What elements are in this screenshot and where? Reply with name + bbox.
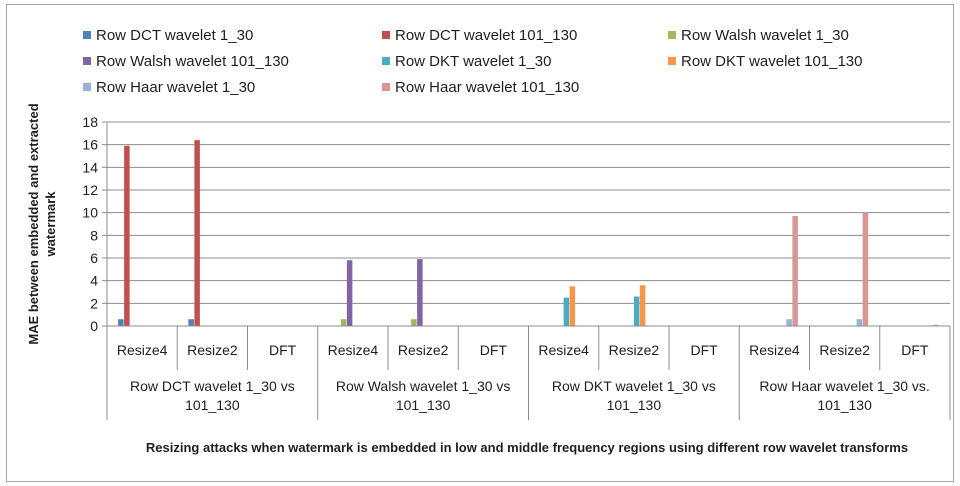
legend-label: Row Haar wavelet 1_30	[96, 79, 255, 96]
legend-label: Row DKT wavelet 1_30	[395, 53, 551, 70]
y-tick-label: 8	[90, 227, 98, 243]
x-tick-label: Resize2	[819, 342, 870, 358]
legend-label: Row Walsh wavelet 101_130	[96, 53, 289, 70]
x-tick-label: DFT	[480, 342, 508, 358]
bar	[411, 319, 417, 326]
y-tick-label: 4	[90, 273, 98, 289]
y-tick-label: 0	[90, 318, 98, 334]
bar	[792, 216, 798, 326]
bar	[417, 259, 423, 326]
y-tick-label: 2	[90, 295, 98, 311]
bar	[862, 212, 869, 326]
y-tick-label: 14	[82, 159, 98, 175]
x-tick-label: DFT	[691, 342, 719, 358]
x-tick-label: Resize4	[328, 342, 379, 358]
bar	[118, 319, 124, 326]
bar	[194, 140, 200, 326]
bar	[188, 319, 194, 326]
bar	[786, 319, 792, 326]
y-tick-label: 18	[82, 114, 98, 130]
legend-swatch	[83, 83, 91, 91]
x-tick-label: Resize2	[398, 342, 449, 358]
bar	[569, 286, 576, 326]
x-tick-label: Resize2	[187, 342, 238, 358]
legend-swatch	[382, 31, 390, 39]
legend-swatch	[83, 57, 91, 65]
y-tick-label: 16	[82, 137, 98, 153]
bar	[563, 297, 570, 326]
legend-swatch	[382, 57, 390, 65]
y-tick-label: 12	[82, 182, 98, 198]
bar	[346, 260, 353, 326]
y-axis-title: MAE between embedded and extracted waterm…	[26, 103, 58, 344]
legend-label: Row Haar wavelet 101_130	[395, 79, 579, 96]
bar	[340, 319, 347, 326]
bar	[932, 324, 939, 326]
legend-label: Row DCT wavelet 1_30	[96, 27, 253, 44]
group-label: Row DKT wavelet 1_30 vs 101_130	[552, 378, 716, 413]
group-label: Row Walsh wavelet 1_30 vs 101_130	[336, 378, 511, 413]
x-tick-label: DFT	[269, 342, 297, 358]
bar	[633, 296, 640, 326]
legend-swatch	[382, 83, 390, 91]
x-tick-label: Resize4	[749, 342, 800, 358]
bar	[124, 145, 130, 326]
x-tick-label: Resize4	[538, 342, 589, 358]
group-label: Row DCT wavelet 1_30 vs 101_130	[130, 378, 295, 413]
bar	[856, 319, 863, 326]
bar	[639, 285, 646, 326]
legend-label: Row Walsh wavelet 1_30	[681, 27, 849, 44]
legend-swatch	[83, 31, 91, 39]
group-label: Row Haar wavelet 1_30 vs. 101_130	[759, 378, 929, 413]
legend-swatch	[668, 31, 676, 39]
legend-label: Row DKT wavelet 101_130	[681, 53, 863, 70]
x-axis-title: Resizing attacks when watermark is embed…	[146, 440, 908, 455]
y-tick-label: 6	[90, 250, 98, 266]
x-tick-label: Resize2	[609, 342, 660, 358]
legend-swatch	[668, 57, 676, 65]
legend-label: Row DCT wavelet 101_130	[395, 27, 577, 44]
x-tick-label: Resize4	[117, 342, 168, 358]
x-tick-label: DFT	[901, 342, 929, 358]
y-tick-label: 10	[82, 205, 98, 221]
